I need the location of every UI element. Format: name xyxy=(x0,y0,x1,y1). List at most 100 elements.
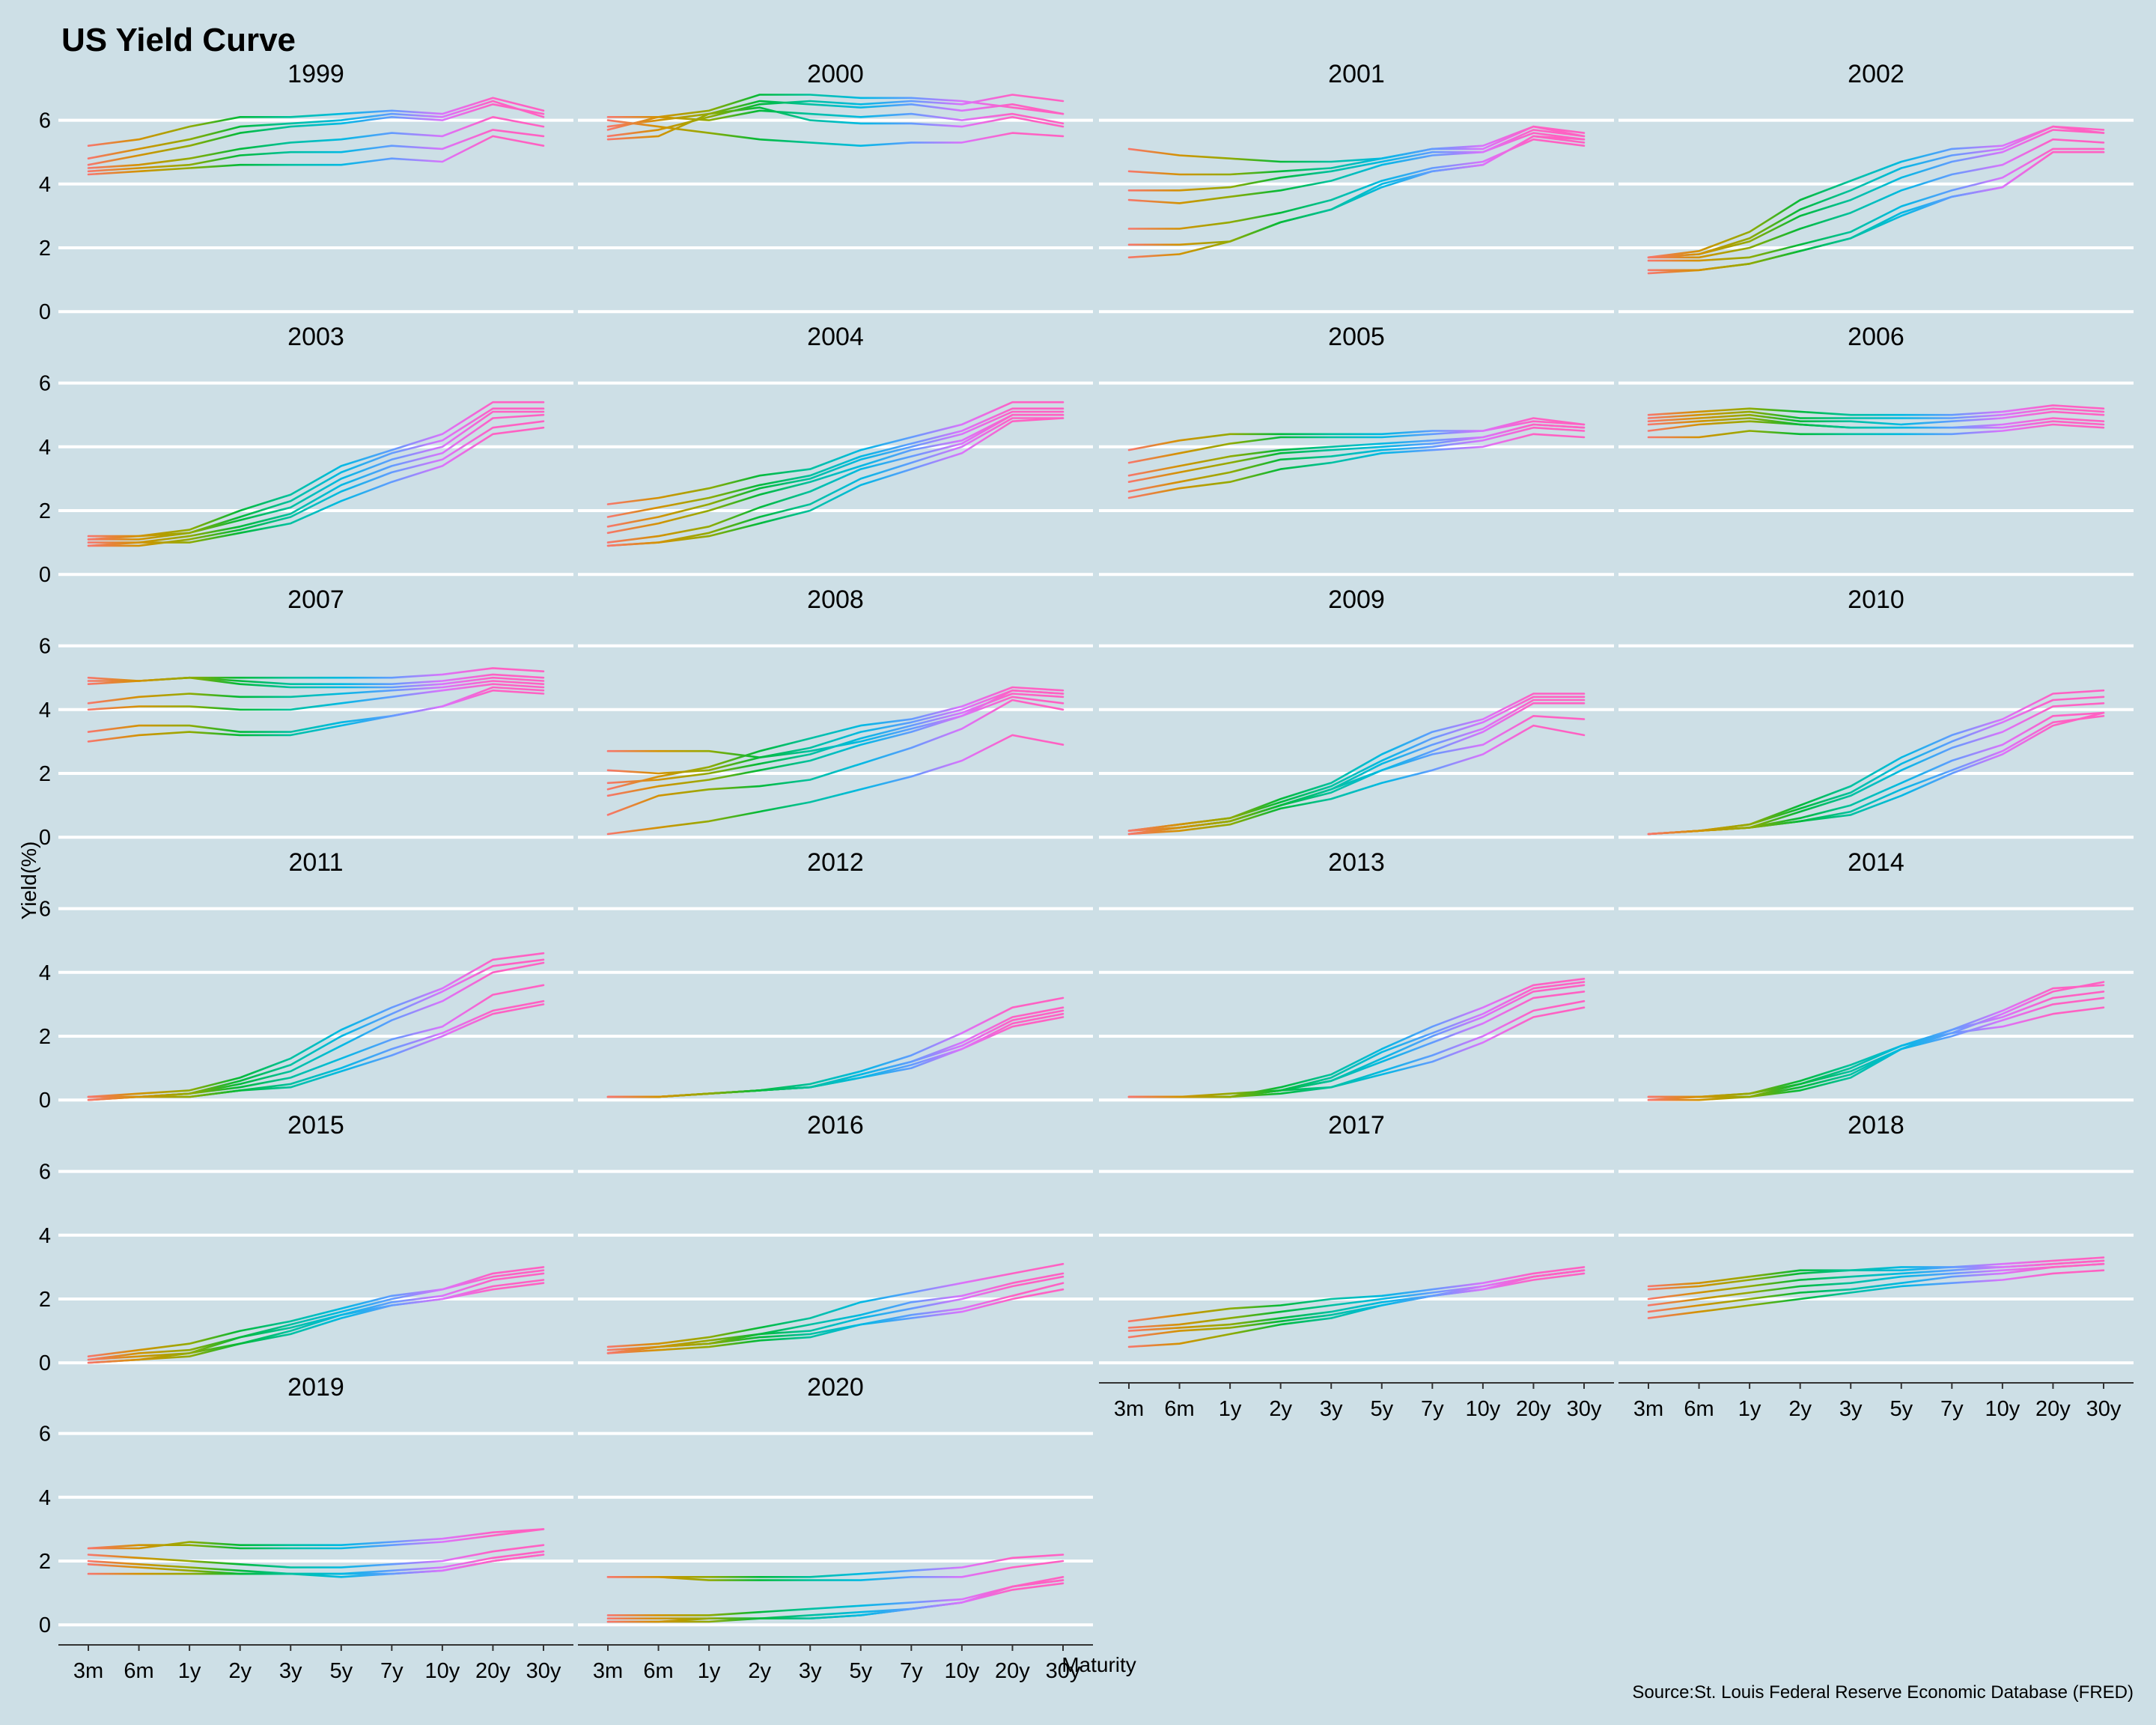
yield-curve-2014-1 xyxy=(1647,981,2105,1098)
y-tick-label: 0 xyxy=(39,826,51,850)
facet-label-2006: 2006 xyxy=(1848,323,1904,351)
yield-curve-2001-4 xyxy=(1127,132,1586,204)
yield-curve-2008-7 xyxy=(606,734,1065,836)
y-tick-label: 0 xyxy=(39,1089,51,1113)
yield-curve-2013-6 xyxy=(1127,1006,1586,1098)
x-tick-label: 7y xyxy=(1940,1397,1964,1421)
x-tick-label: 20y xyxy=(995,1659,1030,1683)
facet-panel-2004: 2004 xyxy=(578,323,1093,576)
facet-label-2004: 2004 xyxy=(807,323,864,351)
facet-label-2019: 2019 xyxy=(287,1373,344,1402)
yield-curve-2016-1 xyxy=(606,1262,1065,1348)
chart-title: US Yield Curve xyxy=(61,22,296,58)
yield-curve-2003-2 xyxy=(87,407,545,541)
yield-curve-2015-3 xyxy=(87,1269,545,1357)
yield-curve-2006-5 xyxy=(1647,420,2105,432)
facet-panel-2008: 2008 xyxy=(578,585,1093,839)
facet-label-2007: 2007 xyxy=(287,585,344,614)
yield-curve-2013-5 xyxy=(1127,1000,1586,1098)
x-tick-label: 3y xyxy=(279,1659,302,1683)
yield-curve-2018-5 xyxy=(1647,1262,2105,1313)
yield-curve-2003-6 xyxy=(87,426,545,547)
x-tick-label: 3m xyxy=(1114,1397,1144,1421)
x-tick-label: 1y xyxy=(1738,1397,1761,1421)
yield-curve-2005-6 xyxy=(1127,433,1586,499)
yield-curve-2019-2 xyxy=(87,1528,545,1550)
yield-curve-2009-2 xyxy=(1127,699,1586,832)
yield-curve-2018-6 xyxy=(1647,1269,2105,1319)
x-tick-label: 2y xyxy=(1269,1397,1292,1421)
facet-panel-2006: 2006 xyxy=(1618,323,2134,576)
yield-curve-1999-2 xyxy=(87,116,545,169)
y-tick-label: 4 xyxy=(39,436,51,460)
yield-curve-2005-5 xyxy=(1127,426,1586,493)
yield-curve-2020-6 xyxy=(606,1579,1065,1623)
facet-label-2013: 2013 xyxy=(1328,848,1385,877)
x-tick-label: 30y xyxy=(2086,1397,2122,1421)
yield-curve-2004-3 xyxy=(606,410,1065,528)
yield-curve-2010-6 xyxy=(1647,711,2105,836)
yield-curve-2018-1 xyxy=(1647,1256,2105,1288)
y-tick-label: 2 xyxy=(39,1025,51,1049)
yield-curve-2004-7 xyxy=(606,417,1065,547)
yield-curve-2001-1 xyxy=(1127,125,1586,163)
yield-curve-1999-5 xyxy=(87,135,545,176)
yield-curve-2003-1 xyxy=(87,401,545,538)
yield-curve-2009-4 xyxy=(1127,715,1586,836)
yield-curve-2017-3 xyxy=(1127,1269,1586,1332)
x-tick-label: 3m xyxy=(1633,1397,1663,1421)
yield-curve-2018-4 xyxy=(1647,1262,2105,1306)
yield-curve-2011-1 xyxy=(87,952,545,1098)
yield-curve-2007-3 xyxy=(87,676,545,689)
yield-curve-2019-3 xyxy=(87,1544,545,1569)
yield-curve-2016-5 xyxy=(606,1282,1065,1354)
yield-curve-2002-6 xyxy=(1647,150,2105,272)
x-tick-label: 2y xyxy=(748,1659,771,1683)
yield-curve-2014-3 xyxy=(1647,997,2105,1101)
facet-panel-2011: 2011 0 2 4 6 xyxy=(39,848,573,1113)
yield-curve-2017-4 xyxy=(1127,1272,1586,1339)
yield-curve-2009-5 xyxy=(1127,693,1586,832)
facet-panel-2001: 2001 xyxy=(1099,60,1614,314)
facet-label-2001: 2001 xyxy=(1328,60,1385,88)
x-tick-label: 3y xyxy=(1320,1397,1343,1421)
facet-label-2018: 2018 xyxy=(1848,1111,1904,1140)
y-tick-label: 6 xyxy=(39,109,51,133)
yield-curve-2008-6 xyxy=(606,699,1065,816)
facet-panel-2002: 2002 xyxy=(1618,60,2134,314)
yield-curve-2004-1 xyxy=(606,401,1065,505)
x-axis-title: Maturity xyxy=(1062,1653,1136,1676)
yield-curve-2005-1 xyxy=(1127,417,1586,451)
yield-curve-2006-2 xyxy=(1647,407,2105,419)
yield-curve-2007-7 xyxy=(87,686,545,743)
yield-curve-2013-4 xyxy=(1127,991,1586,1098)
yield-curve-2000-3 xyxy=(606,109,1065,125)
y-tick-label: 4 xyxy=(39,961,51,985)
yield-curve-2002-4 xyxy=(1647,138,2105,259)
facet-label-2002: 2002 xyxy=(1848,60,1904,88)
facet-panel-2015: 2015 0 2 4 6 xyxy=(39,1111,573,1375)
x-tick-label: 20y xyxy=(1516,1397,1551,1421)
yield-curve-2015-4 xyxy=(87,1279,545,1364)
facet-panel-2009: 2009 xyxy=(1099,585,1614,839)
y-tick-label: 2 xyxy=(39,1288,51,1312)
x-tick-label: 30y xyxy=(1567,1397,1602,1421)
yield-curve-2019-6 xyxy=(87,1554,545,1578)
yield-curve-2001-7 xyxy=(1127,135,1586,259)
facet-label-2000: 2000 xyxy=(807,60,864,88)
facet-label-1999: 1999 xyxy=(287,60,344,88)
facet-panel-2019: 2019 0 2 4 6 3m 6m 1y 2y 3y 5y 7y 10y 20y 30y xyxy=(39,1373,573,1683)
x-tick-label: 3y xyxy=(799,1659,822,1683)
yield-curve-1999-6 xyxy=(87,100,545,159)
facet-label-2010: 2010 xyxy=(1848,585,1904,614)
y-tick-label: 6 xyxy=(39,1423,51,1446)
yield-curve-2015-2 xyxy=(87,1272,545,1361)
yield-curve-2020-1 xyxy=(606,1554,1065,1578)
yield-curve-2002-7 xyxy=(1647,150,2105,275)
y-tick-label: 4 xyxy=(39,1224,51,1248)
yield-curve-2005-4 xyxy=(1127,423,1586,483)
yield-curve-2000-4 xyxy=(606,119,1065,147)
x-tick-label: 30y xyxy=(526,1659,561,1683)
x-tick-label: 10y xyxy=(425,1659,460,1683)
